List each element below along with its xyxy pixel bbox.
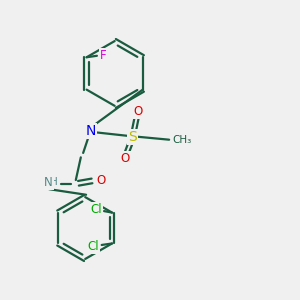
Text: Cl: Cl [87, 240, 99, 253]
Text: O: O [120, 152, 130, 165]
Text: O: O [134, 105, 143, 118]
Text: Cl: Cl [90, 203, 102, 216]
Text: O: O [96, 173, 106, 187]
Text: CH₃: CH₃ [172, 135, 191, 145]
Text: H: H [50, 177, 58, 188]
Text: S: S [128, 130, 137, 144]
Text: N: N [44, 176, 53, 189]
Text: N: N [86, 124, 96, 138]
Text: F: F [100, 49, 107, 62]
